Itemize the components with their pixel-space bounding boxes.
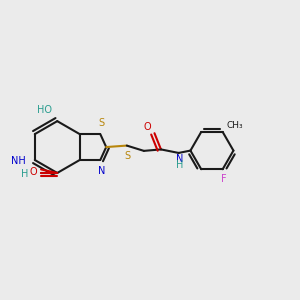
Text: O: O xyxy=(30,167,38,177)
Text: O: O xyxy=(143,122,151,132)
Text: CH₃: CH₃ xyxy=(226,121,243,130)
Text: HO: HO xyxy=(38,105,52,115)
Text: N: N xyxy=(176,154,183,164)
Text: H: H xyxy=(21,169,28,179)
Text: F: F xyxy=(221,174,227,184)
Text: S: S xyxy=(124,151,130,161)
Text: S: S xyxy=(98,118,104,128)
Text: NH: NH xyxy=(11,156,26,166)
Text: N: N xyxy=(98,166,106,176)
Text: H: H xyxy=(176,160,183,170)
